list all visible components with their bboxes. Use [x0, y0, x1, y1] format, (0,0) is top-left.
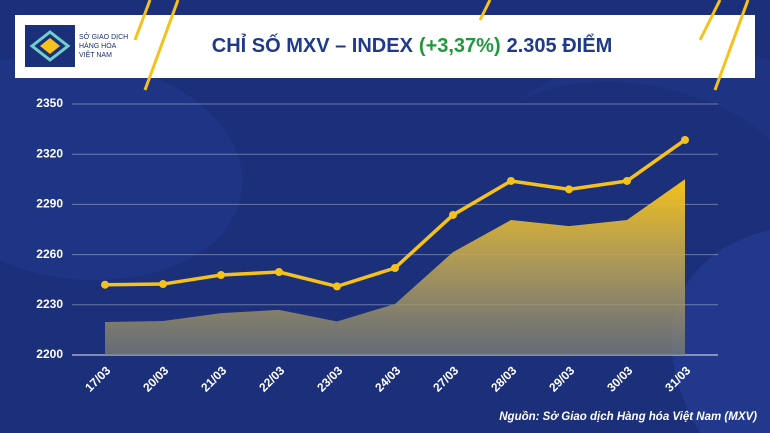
logo-text: SỞ GIAO DỊCH — [79, 32, 128, 41]
line-marker — [217, 271, 225, 280]
line-marker — [275, 268, 283, 277]
y-tick-label: 2260 — [36, 247, 63, 261]
logo: SỞ GIAO DỊCH HÀNG HÓA VIỆT NAM — [25, 25, 128, 67]
line-marker — [159, 280, 167, 289]
line-marker — [623, 176, 631, 185]
y-tick-label: 2290 — [36, 197, 63, 211]
decor-stripes — [133, 0, 750, 91]
y-tick-label: 2350 — [36, 96, 63, 110]
line-marker — [565, 185, 573, 194]
source-note: Nguồn: Sở Giao dịch Hàng hóa Việt Nam (M… — [499, 411, 757, 423]
logo-text: HÀNG HÓA — [79, 41, 117, 50]
line-marker — [391, 263, 399, 272]
title-main: CHỈ SỐ MXV – INDEX — [212, 33, 414, 57]
title-change: (+3,37%) — [419, 35, 501, 57]
y-tick-label: 2230 — [36, 297, 63, 311]
y-tick-label: 2200 — [36, 347, 63, 361]
bg-shape — [671, 230, 770, 433]
title-value: 2.305 ĐIỂM — [507, 34, 613, 57]
y-tick-label: 2320 — [36, 146, 63, 160]
line-marker — [449, 210, 457, 219]
line-marker — [101, 280, 109, 289]
line-marker — [333, 282, 341, 291]
line-marker — [507, 176, 515, 185]
header-band — [15, 15, 755, 78]
logo-text: VIỆT NAM — [79, 50, 112, 59]
line-marker — [681, 135, 689, 144]
area — [105, 179, 685, 355]
bg-shape — [0, 56, 243, 281]
chart-title: CHỈ SỐ MXV – INDEX (+3,37%) 2.305 ĐIỂM — [212, 33, 612, 57]
